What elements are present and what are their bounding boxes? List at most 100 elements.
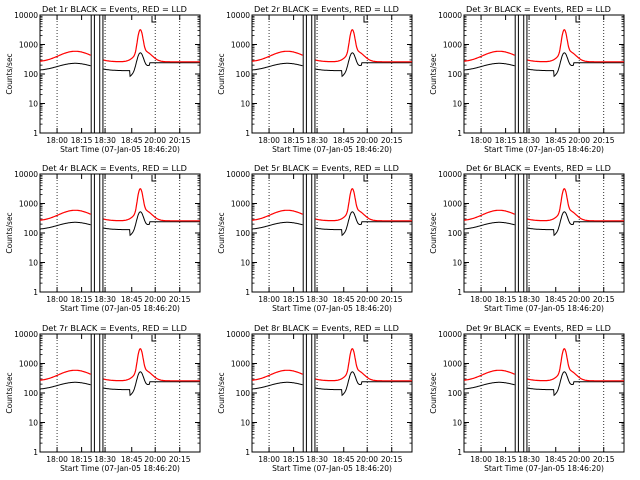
- series-lld-line: [251, 28, 412, 63]
- y-tick-label: 10: [28, 259, 38, 268]
- x-tick-label: 20:00: [144, 455, 166, 464]
- y-tick-label: 1000: [19, 200, 38, 209]
- chart-panel-3: Det 3r BLACK = Events, RED = LLD 1 10 100 10…: [429, 4, 625, 154]
- series-events-line: [40, 52, 200, 78]
- chart-panel-4: Det 4r BLACK = Events, RED = LLD 1 10 100 10…: [5, 163, 201, 313]
- x-axis-label: Start Time (07-Jan-05 18:46:20): [272, 464, 392, 473]
- y-tick-label: 10: [28, 419, 38, 428]
- x-tick-label: 20:15: [593, 136, 615, 145]
- x-tick-label: 20:00: [568, 455, 590, 464]
- y-tick-label: 10: [240, 100, 250, 109]
- chart-title: Det 3r BLACK = Events, RED = LLD: [466, 4, 611, 14]
- x-tick-label: 20:15: [593, 295, 615, 304]
- chart-panel-6: Det 6r BLACK = Events, RED = LLD 1 10 100 10…: [429, 163, 625, 313]
- x-tick-label: 20:00: [144, 136, 166, 145]
- x-tick-label: 18:15: [495, 136, 517, 145]
- x-tick-label: 20:00: [568, 295, 590, 304]
- chart-panel-2: Det 2r BLACK = Events, RED = LLD 1 10 100 10…: [217, 4, 413, 154]
- y-tick-label: 10000: [226, 170, 250, 179]
- x-tick-label: 20:00: [356, 136, 378, 145]
- y-axis-label: Counts/sec: [429, 53, 438, 94]
- flag-marker: [575, 175, 581, 182]
- y-tick-label: 1000: [19, 41, 38, 50]
- y-tick-label: 10000: [14, 170, 38, 179]
- y-tick-label: 1: [457, 448, 462, 457]
- x-axis-label: Start Time (07-Jan-05 18:46:20): [484, 304, 604, 313]
- series-events-line: [464, 371, 624, 397]
- x-axis-label: Start Time (07-Jan-05 18:46:20): [272, 145, 392, 154]
- y-tick-label: 1000: [443, 41, 462, 50]
- flag-marker: [363, 335, 369, 342]
- x-tick-label: 18:00: [470, 455, 492, 464]
- chart-title: Det 2r BLACK = Events, RED = LLD: [254, 4, 399, 14]
- series-events-line: [40, 211, 200, 237]
- chart-title: Det 4r BLACK = Events, RED = LLD: [42, 163, 187, 173]
- plot-frame: [39, 333, 201, 453]
- y-axis-label: Counts/sec: [5, 372, 14, 413]
- flag-marker: [575, 16, 581, 23]
- y-axis-label: Counts/sec: [217, 212, 226, 253]
- x-tick-label: 18:00: [470, 295, 492, 304]
- chart-title: Det 5r BLACK = Events, RED = LLD: [254, 163, 399, 173]
- y-tick-label: 100: [236, 389, 251, 398]
- x-tick-label: 20:15: [381, 136, 403, 145]
- y-tick-label: 10000: [438, 11, 462, 20]
- x-tick-label: 18:00: [258, 455, 280, 464]
- y-axis-label: Counts/sec: [5, 53, 14, 94]
- chart-panel-1: Det 1r BLACK = Events, RED = LLD 1 10 100 10…: [5, 4, 201, 154]
- x-tick-label: 18:15: [283, 136, 305, 145]
- y-tick-label: 10000: [14, 11, 38, 20]
- plot-frame: [251, 14, 413, 134]
- series-events-line: [252, 371, 412, 397]
- y-tick-label: 10: [28, 100, 38, 109]
- x-tick-label: 18:45: [121, 295, 143, 304]
- x-tick-label: 20:00: [144, 295, 166, 304]
- y-tick-label: 100: [24, 70, 39, 79]
- x-tick-label: 20:15: [169, 295, 191, 304]
- series-events-line: [252, 52, 412, 78]
- series-lld-line: [39, 347, 200, 382]
- y-tick-label: 10000: [438, 170, 462, 179]
- y-tick-label: 1: [245, 448, 250, 457]
- x-tick-label: 18:30: [306, 295, 328, 304]
- plot-frame: [39, 14, 201, 134]
- x-tick-label: 20:15: [381, 455, 403, 464]
- y-tick-label: 1000: [231, 360, 250, 369]
- y-axis-label: Counts/sec: [217, 372, 226, 413]
- flag-marker: [575, 335, 581, 342]
- series-lld-line: [463, 28, 624, 63]
- x-tick-label: 18:30: [518, 295, 540, 304]
- x-tick-label: 20:00: [568, 136, 590, 145]
- x-axis-label: Start Time (07-Jan-05 18:46:20): [60, 464, 180, 473]
- x-axis-label: Start Time (07-Jan-05 18:46:20): [60, 145, 180, 154]
- x-tick-label: 18:15: [283, 455, 305, 464]
- plot-frame: [39, 173, 201, 293]
- series-lld-line: [251, 187, 412, 222]
- x-tick-label: 18:15: [71, 295, 93, 304]
- y-tick-label: 100: [448, 389, 463, 398]
- series-events-line: [464, 52, 624, 78]
- x-tick-label: 18:00: [258, 295, 280, 304]
- x-tick-label: 18:45: [333, 295, 355, 304]
- flag-marker: [151, 175, 157, 182]
- x-tick-label: 18:15: [71, 136, 93, 145]
- x-axis-label: Start Time (07-Jan-05 18:46:20): [484, 145, 604, 154]
- series-lld-line: [39, 187, 200, 222]
- plot-frame: [463, 14, 625, 134]
- series-events-line: [40, 371, 200, 397]
- y-tick-label: 1: [33, 129, 38, 138]
- chart-title: Det 6r BLACK = Events, RED = LLD: [466, 163, 611, 173]
- flag-marker: [363, 16, 369, 23]
- x-tick-label: 18:00: [46, 455, 68, 464]
- y-axis-label: Counts/sec: [429, 212, 438, 253]
- chart-panel-9: Det 9r BLACK = Events, RED = LLD 1 10 100 10…: [429, 323, 625, 473]
- x-tick-label: 18:15: [495, 295, 517, 304]
- chart-title: Det 9r BLACK = Events, RED = LLD: [466, 323, 611, 333]
- y-tick-label: 1: [245, 288, 250, 297]
- y-axis-label: Counts/sec: [5, 212, 14, 253]
- x-tick-label: 18:30: [94, 455, 116, 464]
- x-tick-label: 18:45: [333, 455, 355, 464]
- x-tick-label: 18:45: [545, 455, 567, 464]
- chart-title: Det 8r BLACK = Events, RED = LLD: [254, 323, 399, 333]
